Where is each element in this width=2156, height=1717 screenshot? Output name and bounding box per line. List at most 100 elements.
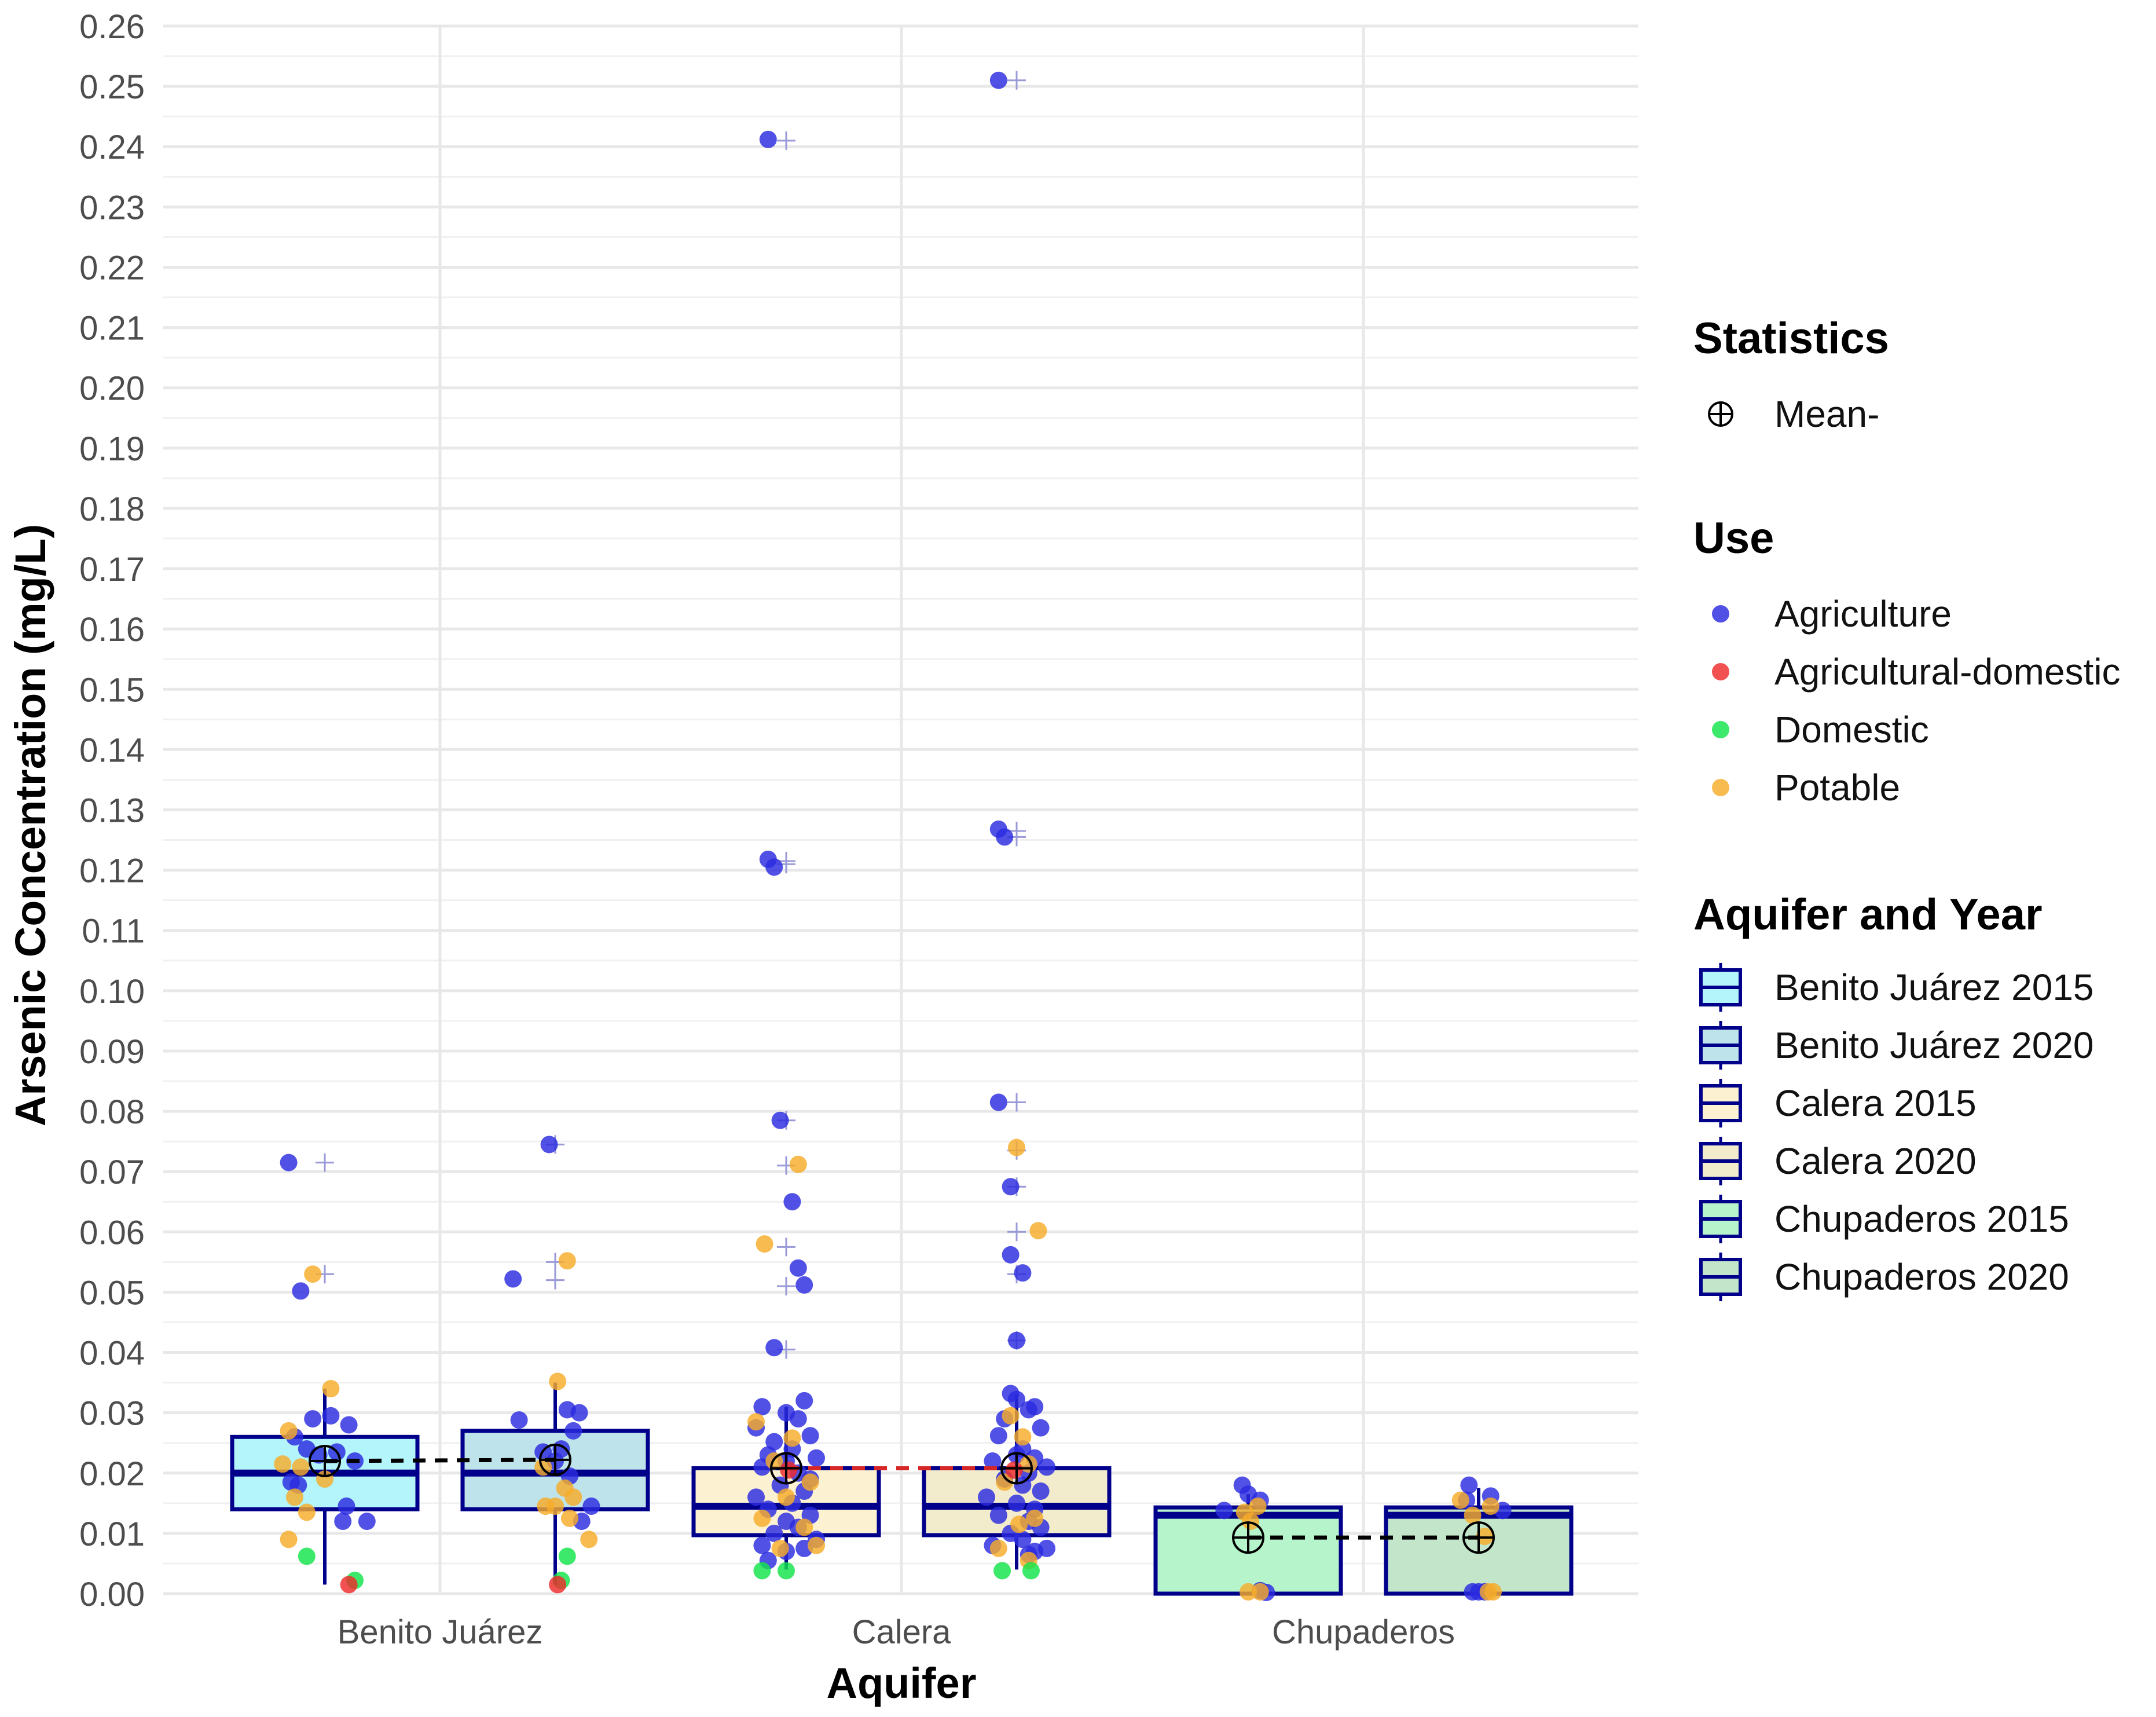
data-point (753, 1562, 771, 1580)
mean-legend-cross (1709, 402, 1732, 426)
mean-marker (1232, 1521, 1264, 1554)
data-point (978, 1488, 995, 1506)
data-point (1484, 1583, 1502, 1601)
y-tick-label: 0.16 (79, 611, 145, 649)
mean-cross (1002, 1453, 1032, 1484)
legend-label: Agricultural-domestic (1774, 651, 2121, 693)
data-point (564, 1488, 582, 1506)
legend-label: Benito Juárez 2015 (1774, 967, 2094, 1008)
data-point (1008, 1331, 1025, 1349)
y-axis-title: Arsenic Concentration (mg/L) (6, 524, 54, 1126)
data-point (1008, 1138, 1025, 1156)
x-tick-label: Chupaderos (1272, 1613, 1455, 1651)
y-tick-label: 0.23 (79, 189, 145, 226)
legend-label: Domestic (1774, 709, 1929, 750)
y-tick-label: 0.18 (79, 490, 145, 528)
legend-title-aquifer: Aquifer and Year (1693, 890, 2043, 939)
data-point (989, 1539, 1007, 1557)
data-point (1014, 1264, 1032, 1282)
y-tick-label: 0.25 (79, 68, 145, 106)
data-point (540, 1136, 558, 1154)
data-point (558, 1252, 576, 1270)
data-point (292, 1458, 310, 1476)
mean-marker (770, 1452, 802, 1485)
legend-swatch-aquifer (1699, 1195, 1742, 1243)
data-point (756, 1235, 773, 1253)
legend-label: Calera 2020 (1774, 1140, 1977, 1182)
legend-swatch-aquifer (1699, 963, 1742, 1012)
legend-label: Mean- (1774, 393, 1879, 435)
data-point (580, 1531, 598, 1548)
data-point (783, 1429, 801, 1447)
data-point (1464, 1506, 1482, 1524)
data-point (1038, 1458, 1055, 1476)
data-point (280, 1154, 298, 1171)
data-point (280, 1531, 298, 1548)
data-point (753, 1398, 771, 1416)
data-point (795, 1392, 813, 1410)
y-tick-label: 0.10 (79, 973, 145, 1011)
mean-marker (539, 1443, 571, 1476)
data-point (1215, 1502, 1233, 1520)
data-point (1014, 1531, 1032, 1548)
data-point (1251, 1583, 1269, 1601)
legend-swatch-aquifer (1699, 1079, 1742, 1127)
data-point (984, 1452, 1002, 1470)
data-point (1032, 1419, 1050, 1437)
mean-cross (540, 1444, 570, 1475)
legend-swatch-aquifer (1699, 1137, 1742, 1185)
data-point (1014, 1476, 1032, 1494)
legend-symbol-mean (1708, 401, 1733, 427)
y-tick-label: 0.03 (79, 1395, 145, 1433)
outlier-marker (546, 1271, 564, 1290)
y-tick-label: 0.20 (79, 370, 145, 408)
mean-cross (771, 1453, 801, 1484)
data-point (795, 1276, 813, 1294)
data-point (795, 1518, 813, 1536)
data-point (747, 1413, 765, 1431)
data-point (322, 1407, 340, 1425)
data-point (993, 1562, 1011, 1580)
data-point (1008, 1494, 1025, 1512)
data-point (304, 1410, 322, 1428)
data-point (504, 1270, 522, 1288)
y-tick-label: 0.00 (79, 1576, 145, 1613)
legend-label: Agriculture (1774, 593, 1952, 635)
legend-title-statistics: Statistics (1693, 314, 1889, 363)
data-point (771, 1111, 789, 1129)
data-point (778, 1562, 795, 1580)
data-point (298, 1547, 316, 1565)
y-tick-label: 0.06 (79, 1214, 145, 1251)
legend-label: Potable (1774, 767, 1900, 808)
data-point (340, 1576, 358, 1594)
data-point (789, 1259, 807, 1277)
data-point (537, 1498, 555, 1515)
mean-marker (1462, 1521, 1495, 1554)
data-point (989, 1427, 1007, 1445)
axis-layer: 0.00 0.01 0.02 0.03 0.04 0.05 0.06 0.07 0.08 0.09… (79, 8, 1455, 1651)
data-point (560, 1509, 578, 1527)
y-tick-label: 0.15 (79, 671, 145, 709)
outlier-marker (777, 1277, 795, 1296)
data-point (1451, 1491, 1469, 1509)
data-point (783, 1193, 801, 1211)
data-point (1002, 1178, 1020, 1196)
data-point (789, 1410, 807, 1428)
y-tick-label: 0.04 (79, 1335, 145, 1372)
legend-swatch-use (1712, 779, 1729, 796)
data-point (338, 1498, 355, 1515)
mean-marker (309, 1444, 341, 1477)
data-point (549, 1576, 567, 1594)
data-point (549, 1372, 567, 1390)
data-point (286, 1488, 303, 1506)
y-tick-label: 0.13 (79, 792, 145, 830)
data-point (1476, 1528, 1494, 1546)
legend-title-use: Use (1693, 514, 1774, 563)
data-point (280, 1422, 298, 1440)
legend-label: Chupaderos 2020 (1774, 1256, 2069, 1298)
data-point (989, 1093, 1007, 1111)
outlier-marker (1007, 1222, 1026, 1242)
x-tick-label: Calera (852, 1613, 952, 1651)
data-point (1014, 1428, 1032, 1446)
